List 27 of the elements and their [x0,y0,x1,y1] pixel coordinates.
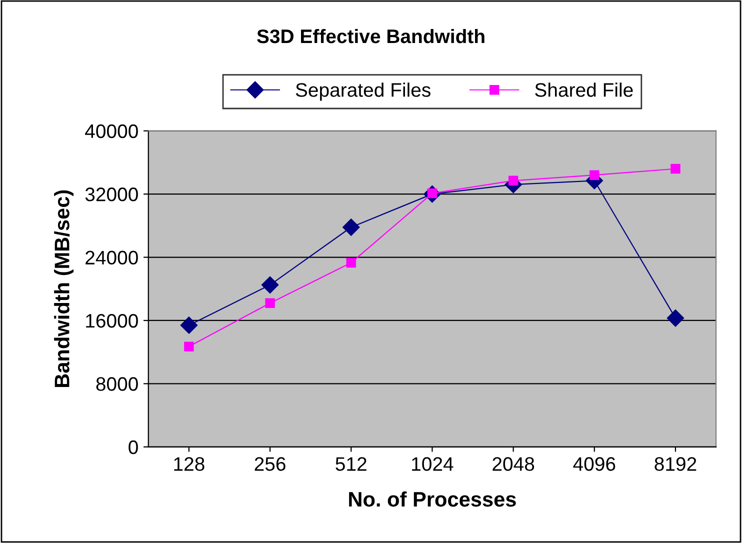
chart-title: S3D Effective Bandwidth [257,28,484,44]
y-tick-label: 24000 [86,250,138,265]
x-tick-label: 512 [336,457,366,471]
y-tick-label: 16000 [86,314,138,328]
y-tick-label: 8000 [96,377,138,391]
x-tick-label: 4096 [573,457,616,471]
y-tick-label: 32000 [85,188,138,202]
y-tick-label: 40000 [85,124,138,138]
x-tick-label: 128 [174,457,204,471]
point [342,218,360,236]
legend-label: Shared File [535,82,633,97]
point [590,170,600,180]
point [666,310,684,327]
x-tick-label: 8192 [654,457,696,471]
point [184,342,194,352]
x-tick-label: 1024 [412,457,454,471]
point [346,258,356,268]
point [261,276,279,294]
y-axis-title: Bandwidth (MB/sec) [54,190,74,388]
legend-label: Separated Files [296,82,430,101]
point [180,316,198,334]
x-tick-label: 2048 [492,457,534,471]
x-tick-label: 256 [254,457,286,471]
point [670,164,680,174]
y-tick-label: 0 [128,440,138,454]
point [265,298,275,308]
x-axis-title: No. of Processes [349,491,516,507]
